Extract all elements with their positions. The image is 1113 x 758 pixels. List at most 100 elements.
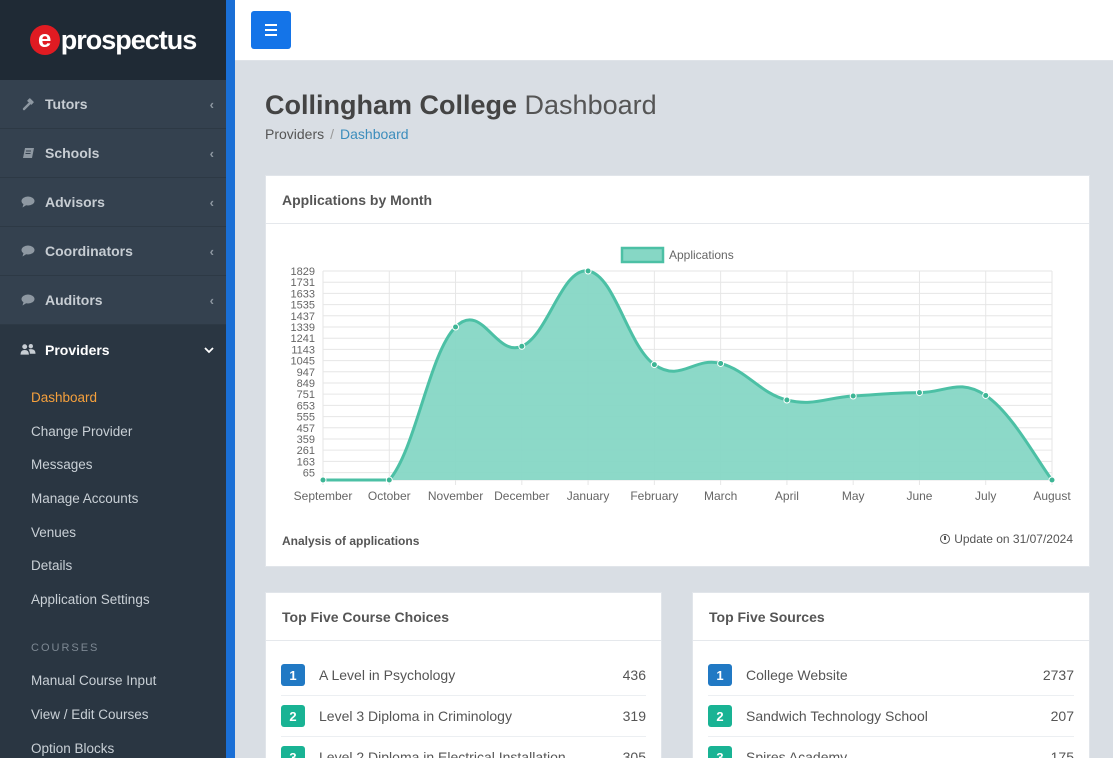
- sidebar-item-coordinators[interactable]: Coordinators ‹: [0, 227, 226, 276]
- y-tick-label: 1535: [291, 300, 315, 312]
- list-item[interactable]: 3 Spires Academy 175: [708, 737, 1074, 758]
- rank-badge: 2: [708, 705, 732, 727]
- source-count: 2737: [1042, 667, 1074, 683]
- logo-text: prospectus: [60, 24, 198, 55]
- sidebar-item-label: Tutors: [45, 96, 88, 112]
- y-tick-label: 947: [297, 367, 315, 379]
- page-title-college: Collingham College: [265, 90, 518, 120]
- sidebar-subitem-manual-course-input[interactable]: Manual Course Input: [31, 673, 157, 689]
- clock-icon: [940, 534, 951, 544]
- y-tick-label: 1437: [291, 311, 315, 323]
- comment-icon: [20, 293, 36, 307]
- top-sources-title: Top Five Sources: [693, 593, 1089, 641]
- y-tick-label: 359: [297, 434, 315, 446]
- y-tick-label: 1241: [291, 333, 315, 345]
- chart-update-text: Update on 31/07/2024: [954, 532, 1073, 546]
- course-name: Level 2 Diploma in Electrical Installati…: [319, 749, 566, 758]
- chart-update-info: Update on 31/07/2024: [940, 532, 1073, 546]
- sidebar-item-auditors[interactable]: Auditors ‹: [0, 276, 226, 325]
- y-tick-label: 457: [297, 423, 315, 435]
- sidebar-subitem-messages[interactable]: Messages: [31, 457, 93, 473]
- top-sources-list: 1 College Website 2737 2 Sandwich Techno…: [693, 655, 1089, 758]
- y-tick-label: 653: [297, 400, 315, 412]
- sidebar-item-label: Advisors: [45, 194, 105, 210]
- data-point: [584, 267, 592, 275]
- chevron-left-icon: ‹: [209, 145, 214, 161]
- brand-logo[interactable]: e prospectus: [29, 24, 198, 56]
- sidebar-subitem-option-blocks[interactable]: Option Blocks: [31, 740, 115, 756]
- hammer-icon: [20, 97, 36, 111]
- top-courses-title: Top Five Course Choices: [266, 593, 661, 641]
- book-icon: [20, 146, 36, 160]
- course-count: 319: [622, 708, 646, 724]
- chevron-left-icon: ‹: [209, 96, 214, 112]
- rank-badge: 1: [708, 664, 732, 686]
- sidebar-subitem-manage-accounts[interactable]: Manage Accounts: [31, 491, 139, 507]
- sidebar-accent-bar: [226, 0, 235, 758]
- data-point: [319, 476, 327, 484]
- sidebar-item-providers[interactable]: Providers: [0, 325, 226, 374]
- list-item[interactable]: 2 Level 3 Diploma in Criminology 319: [281, 696, 646, 737]
- y-tick-label: 1143: [291, 344, 315, 356]
- source-name: Spires Academy: [746, 749, 848, 758]
- x-tick-label: July: [975, 489, 996, 503]
- x-tick-label: April: [775, 489, 799, 503]
- data-point: [1048, 476, 1056, 484]
- list-item[interactable]: 2 Sandwich Technology School 207: [708, 696, 1074, 737]
- legend-label: Applications: [669, 248, 734, 262]
- sidebar-subitem-change-provider[interactable]: Change Provider: [31, 423, 133, 439]
- logo-area: e prospectus: [0, 0, 226, 80]
- y-tick-label: 261: [297, 445, 315, 457]
- sidebar-item-schools[interactable]: Schools ‹: [0, 129, 226, 178]
- sidebar-item-tutors[interactable]: Tutors ‹: [0, 80, 226, 129]
- y-tick-label: 1829: [291, 266, 315, 278]
- x-tick-label: September: [294, 489, 353, 503]
- breadcrumb-root[interactable]: Providers: [265, 126, 325, 142]
- y-tick-label: 555: [297, 412, 315, 424]
- x-tick-label: June: [906, 489, 932, 503]
- applications-chart: 1829173116331535143713391241114310459478…: [291, 246, 1071, 503]
- sidebar-subitem-application-settings[interactable]: Application Settings: [31, 591, 150, 607]
- page-title-suffix: Dashboard: [524, 90, 657, 120]
- list-item[interactable]: 1 College Website 2737: [708, 655, 1074, 696]
- sidebar-subitem-view-edit-courses[interactable]: View / Edit Courses: [31, 707, 149, 723]
- y-tick-label: 1633: [291, 288, 315, 300]
- list-item[interactable]: 1 A Level in Psychology 436: [281, 655, 646, 696]
- x-tick-label: February: [630, 489, 678, 503]
- data-point: [783, 396, 791, 404]
- data-point: [915, 389, 923, 397]
- data-point: [849, 392, 857, 400]
- page-title: Collingham College Dashboard: [265, 90, 657, 121]
- chevron-left-icon: ‹: [209, 194, 214, 210]
- y-tick-label: 163: [297, 456, 315, 468]
- chevron-down-icon: [204, 342, 214, 357]
- x-tick-label: January: [567, 489, 610, 503]
- breadcrumb-current[interactable]: Dashboard: [340, 126, 409, 142]
- rank-badge: 1: [281, 664, 305, 686]
- series-area: [323, 270, 1052, 480]
- list-item[interactable]: 3 Level 2 Diploma in Electrical Installa…: [281, 737, 646, 758]
- logo-e-mark: e: [29, 25, 60, 55]
- sidebar-subitem-venues[interactable]: Venues: [31, 524, 77, 540]
- top-sources-card: Top Five Sources 1 College Website 2737 …: [692, 592, 1090, 758]
- hamburger-icon[interactable]: [251, 11, 291, 49]
- y-tick-label: 65: [303, 468, 315, 480]
- source-name: Sandwich Technology School: [746, 708, 928, 724]
- x-tick-label: November: [428, 489, 483, 503]
- sidebar-subitem-dashboard[interactable]: Dashboard: [31, 390, 98, 406]
- applications-chart-card: Applications by Month 1829 1731 1633 1535 14…: [265, 175, 1090, 567]
- y-tick-label: 1339: [291, 322, 315, 334]
- comment-icon: [20, 195, 36, 209]
- source-count: 207: [1050, 708, 1074, 724]
- y-tick-label: 1045: [291, 356, 315, 368]
- data-point: [717, 359, 725, 367]
- x-tick-label: December: [494, 489, 549, 503]
- top-courses-card: Top Five Course Choices 1 A Level in Psy…: [265, 592, 662, 758]
- comment-icon: [20, 244, 36, 258]
- sidebar-item-advisors[interactable]: Advisors ‹: [0, 178, 226, 227]
- users-icon: [20, 343, 36, 357]
- sidebar-subitem-details[interactable]: Details: [31, 558, 73, 574]
- section-heading-courses: COURSES: [31, 642, 100, 655]
- course-name: A Level in Psychology: [319, 667, 456, 683]
- chart-card-title: Applications by Month: [266, 176, 1089, 224]
